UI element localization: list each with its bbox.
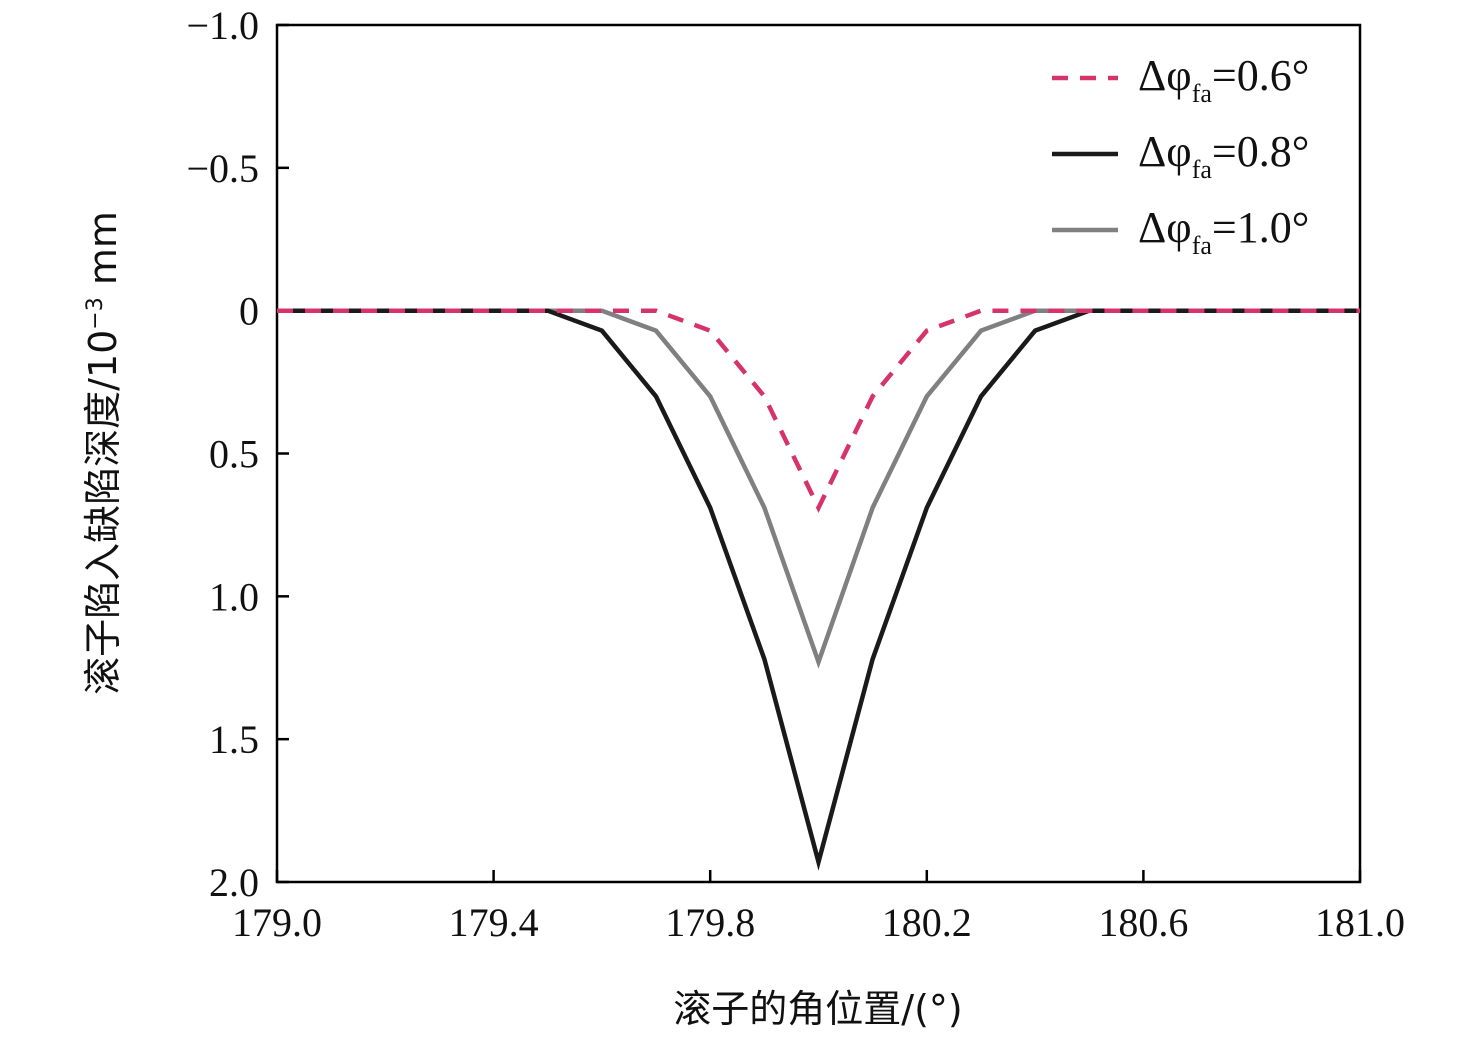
legend-prefix: Δφ bbox=[1138, 51, 1192, 100]
legend-value: =1.0° bbox=[1212, 203, 1309, 252]
y-axis-title: 滚子陷入缺陷深度/10−3 mm bbox=[81, 211, 125, 695]
y-tick-label: 0 bbox=[239, 289, 259, 334]
legend-value: =0.6° bbox=[1212, 51, 1309, 100]
x-tick-label: 179.8 bbox=[665, 900, 755, 945]
y-tick-label: 2.0 bbox=[209, 860, 259, 905]
legend-label-1: Δφfa=0.8° bbox=[1138, 127, 1309, 184]
x-tick-label: 180.2 bbox=[882, 900, 972, 945]
x-tick-label: 179.0 bbox=[232, 900, 322, 945]
legend: Δφfa=0.6°Δφfa=0.8°Δφfa=1.0° bbox=[1052, 51, 1309, 260]
y-tick-label: −0.5 bbox=[186, 146, 259, 191]
legend-subscript: fa bbox=[1192, 155, 1213, 184]
y-axis: −1.0 −0.5 0 0.5 1.0 1.5 2.0 bbox=[186, 3, 289, 905]
series-line-2 bbox=[277, 308, 1360, 669]
legend-subscript: fa bbox=[1192, 79, 1213, 108]
series-group bbox=[277, 308, 1360, 871]
legend-subscript: fa bbox=[1192, 231, 1213, 260]
y-axis-title-exponent: −3 bbox=[83, 297, 108, 329]
legend-value: =0.8° bbox=[1212, 127, 1309, 176]
x-tick-label: 180.6 bbox=[1098, 900, 1188, 945]
legend-prefix: Δφ bbox=[1138, 127, 1192, 176]
y-axis-title-unit: mm bbox=[81, 211, 125, 297]
x-axis: 179.0 179.4 179.8 180.2 180.6 181.0 bbox=[232, 870, 1405, 945]
x-axis-title: 滚子的角位置/(°) bbox=[673, 987, 962, 1031]
legend-prefix: Δφ bbox=[1138, 203, 1192, 252]
y-tick-label: 1.5 bbox=[209, 717, 259, 762]
legend-label-2: Δφfa=1.0° bbox=[1138, 203, 1309, 260]
legend-label-0: Δφfa=0.6° bbox=[1138, 51, 1309, 108]
x-tick-label: 179.4 bbox=[449, 900, 539, 945]
y-tick-label: 0.5 bbox=[209, 432, 259, 477]
y-axis-title-main: 滚子陷入缺陷深度/10 bbox=[81, 330, 125, 695]
y-tick-label: −1.0 bbox=[186, 3, 259, 48]
series-line-0 bbox=[277, 308, 1360, 513]
series-line-1 bbox=[277, 308, 1360, 871]
x-tick-label: 181.0 bbox=[1315, 900, 1405, 945]
y-tick-label: 1.0 bbox=[209, 574, 259, 619]
plot-area bbox=[275, 23, 1362, 884]
